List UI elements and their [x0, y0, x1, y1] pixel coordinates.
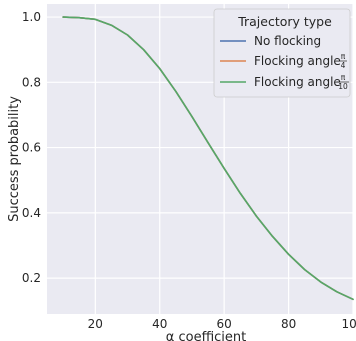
legend-frac-num-pi-10: π: [341, 73, 346, 82]
x-tick-label: 80: [281, 317, 296, 331]
legend-frac-den-pi-10: 10: [338, 82, 348, 91]
legend-frac-den-pi-4: 4: [341, 61, 346, 70]
legend-box: [213, 8, 351, 98]
x-tick-label: 40: [152, 317, 167, 331]
legend-label-flocking-pi-4: Flocking angle: [254, 54, 341, 68]
legend-frac-num-pi-4: π: [341, 52, 346, 61]
y-tick-label: 0.2: [22, 271, 41, 285]
x-tick-label: 100: [342, 317, 356, 331]
y-tick-labels: 0.2 0.4 0.6 0.8 1.0: [22, 10, 41, 285]
series-line-2: [62, 16, 354, 301]
legend-title: Trajectory type: [237, 14, 332, 29]
x-axis-label: α coefficient: [166, 330, 246, 341]
series-lines: [62, 16, 354, 301]
legend-label-no-flocking: No flocking: [254, 34, 321, 48]
y-tick-label: 1.0: [22, 10, 41, 24]
y-tick-label: 0.6: [22, 141, 41, 155]
x-tick-labels: 20 40 60 80 100: [88, 317, 356, 331]
y-tick-label: 0.4: [22, 206, 41, 220]
x-tick-label: 60: [217, 317, 232, 331]
x-tick-label: 20: [88, 317, 103, 331]
legend-label-flocking-pi-10: Flocking angle: [254, 75, 341, 89]
y-tick-label: 0.8: [22, 75, 41, 89]
legend: Trajectory type No flocking Flocking ang…: [213, 8, 351, 98]
y-axis-label: Success probability: [7, 96, 22, 222]
